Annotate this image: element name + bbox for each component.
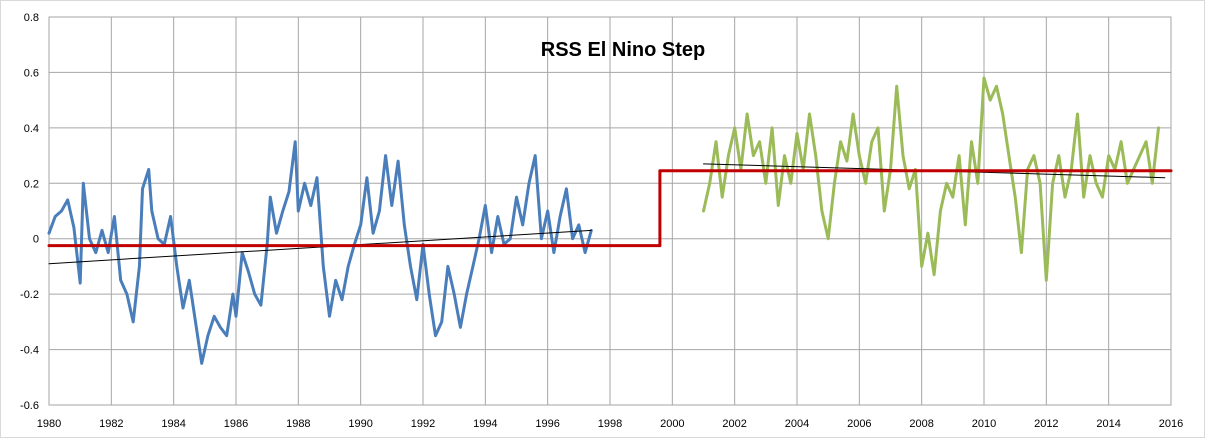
x-tick-label: 2012 [1034,418,1058,430]
step-line [47,169,1173,248]
y-tick-label: -0.4 [20,345,39,357]
y-tick-label: 0.6 [24,67,39,79]
x-tick-label: 1998 [598,418,622,430]
x-tick-label: 2016 [1159,418,1183,430]
x-axis-ticks: 1980 1982 1984 1986 1988 1990 1992 1994 1996 1998… [37,418,1183,430]
series-layer [47,76,1173,365]
y-tick-label: -0.2 [20,289,39,301]
y-axis-ticks: 0.8 0.6 0.4 0.2 0 -0.2 -0.4 -0.6 [20,12,39,412]
x-tick-label: 1984 [161,418,185,430]
x-tick-label: 2006 [847,418,871,430]
x-tick-label: 1982 [99,418,123,430]
x-tick-label: 1990 [348,418,372,430]
x-tick-label: 2010 [972,418,996,430]
x-tick-label: 1988 [286,418,310,430]
y-tick-label: 0.2 [24,178,39,190]
y-tick-label: 0.8 [24,12,39,24]
x-tick-label: 1992 [411,418,435,430]
x-tick-label: 1980 [37,418,61,430]
y-tick-label: -0.6 [20,400,39,412]
x-tick-label: 2008 [909,418,933,430]
series-line-2001-2015 [702,76,1160,282]
x-tick-label: 1996 [535,418,559,430]
chart-title: RSS El Nino Step [541,39,705,61]
y-tick-label: 0 [33,234,39,246]
x-tick-label: 2004 [785,418,809,430]
gridlines [48,16,1172,406]
y-tick-label: 0.4 [24,123,39,135]
x-tick-label: 2000 [660,418,684,430]
x-tick-label: 2002 [722,418,746,430]
plot-area-border [48,16,1172,406]
x-tick-label: 1994 [473,418,497,430]
series-line-1980-1997 [47,140,593,365]
x-tick-label: 1986 [224,418,248,430]
x-tick-label: 2014 [1096,418,1120,430]
